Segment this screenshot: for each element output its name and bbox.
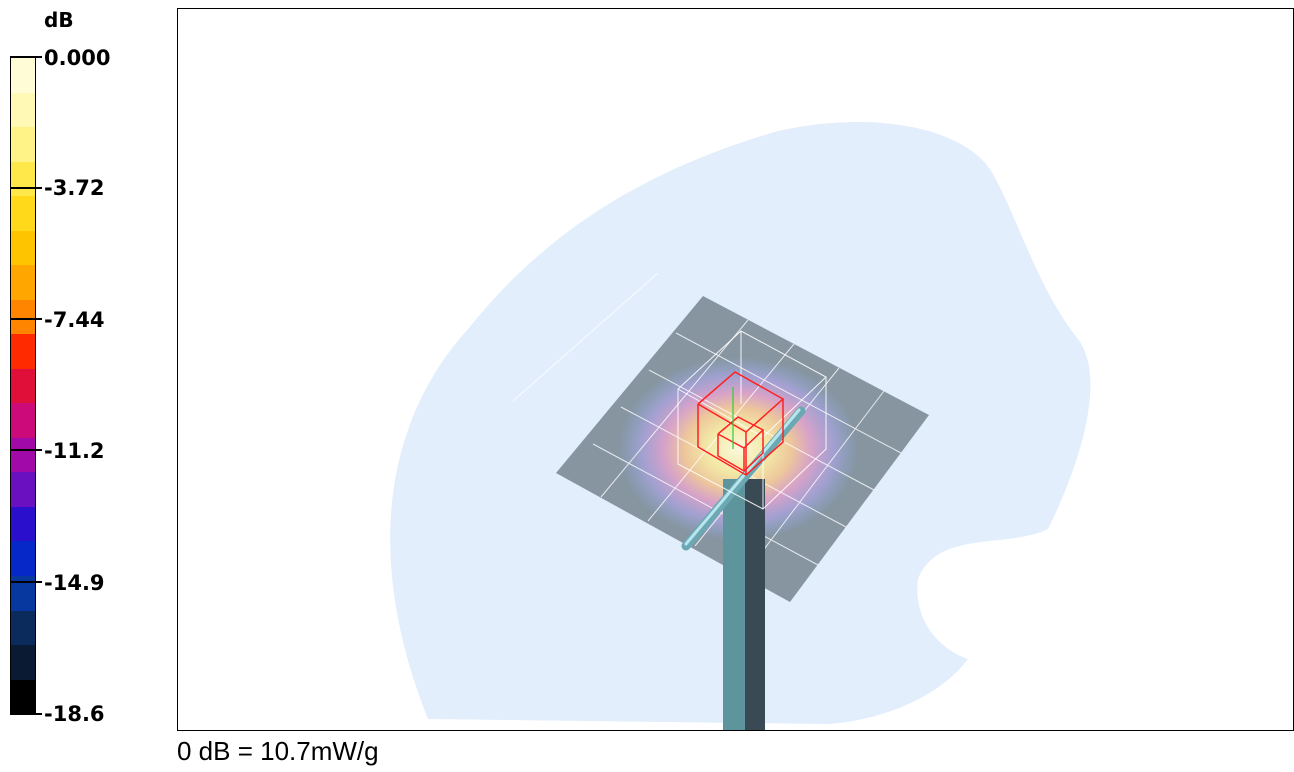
colorbar-band: [11, 679, 35, 715]
tick-label-5: -18.6: [44, 702, 105, 726]
tick-label-1: -3.72: [44, 176, 105, 200]
tick-label-2: -7.44: [44, 308, 105, 332]
dipole-rod-highlight: [684, 408, 801, 546]
scan-frame: [677, 330, 827, 510]
colorbar-legend: dB 0.000 -3.72 -7.44 -11.2 -14.9 -18.6: [0, 0, 170, 730]
colorbar-band: [11, 610, 35, 646]
sar-3d-viewport[interactable]: [177, 8, 1294, 731]
colorbar-band: [11, 645, 35, 680]
grid-line: [512, 272, 659, 402]
tick-line-4: [10, 581, 42, 583]
tick-label-4: -14.9: [44, 571, 105, 595]
measurement-cube: [697, 371, 785, 476]
tick-label-3: -11.2: [44, 439, 105, 463]
colorbar-band: [11, 196, 35, 231]
colorbar-band: [11, 403, 35, 438]
colorbar-band: [11, 334, 35, 369]
colorbar-band: [11, 368, 35, 404]
colorbar-band: [11, 437, 35, 473]
colorbar: [10, 57, 36, 715]
tick-line-5: [10, 713, 42, 715]
colorbar-band: [11, 161, 35, 197]
tick-line-0: [10, 56, 42, 58]
legend-unit-label: dB: [44, 8, 74, 32]
tick-label-0: 0.000: [44, 46, 111, 70]
mast-front: [723, 479, 745, 730]
reference-caption: 0 dB = 10.7mW/g: [177, 736, 379, 766]
colorbar-band: [11, 472, 35, 507]
mast-side: [745, 479, 765, 730]
colorbar-band: [11, 541, 35, 576]
colorbar-band: [11, 230, 35, 266]
sar-scene: [390, 122, 1091, 730]
tick-line-2: [10, 318, 42, 320]
colorbar-band: [11, 506, 35, 542]
grid-line: [742, 390, 885, 578]
colorbar-band: [11, 92, 35, 128]
colorbar-band: [11, 58, 35, 93]
grid-line: [675, 332, 902, 454]
tick-line-3: [10, 449, 42, 451]
grid-line: [647, 343, 795, 522]
grid-line: [600, 319, 749, 498]
grid-line: [592, 443, 819, 566]
colorbar-band: [11, 127, 35, 162]
tick-line-1: [10, 187, 42, 189]
colorbar-band: [11, 299, 35, 335]
colorbar-band: [11, 265, 35, 300]
